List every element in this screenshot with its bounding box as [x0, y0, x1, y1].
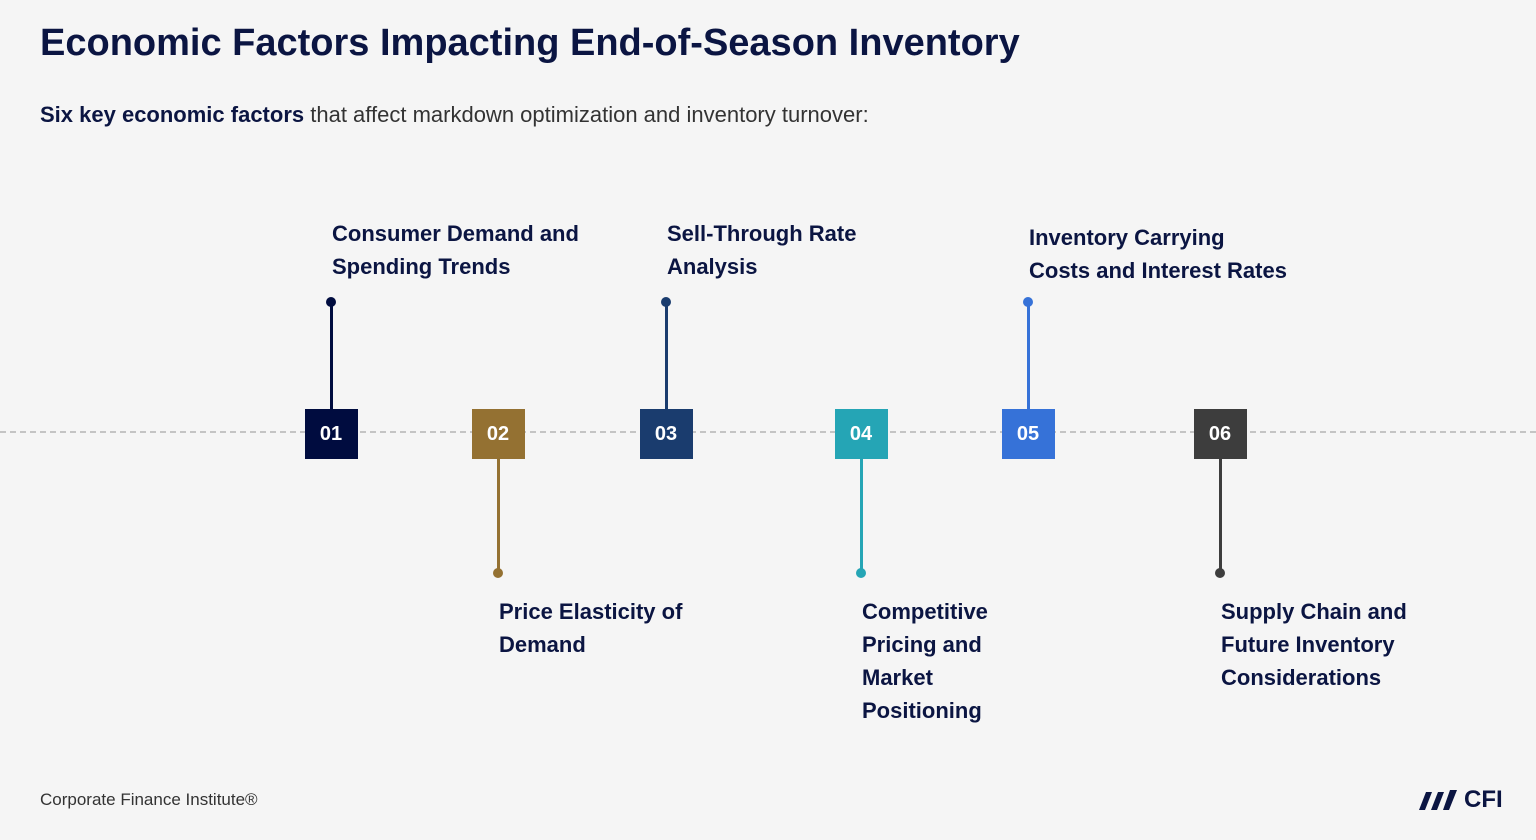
subtitle: Six key economic factors that affect mar… [40, 102, 869, 128]
factor-label: Sell-Through Rate Analysis [667, 221, 857, 279]
connector-line-02 [496, 458, 500, 573]
factor-number-badge: 01 [304, 409, 358, 459]
page-title: Economic Factors Impacting End-of-Season… [40, 22, 1020, 64]
factor-label: Inventory Carrying Costs and Interest Ra… [1029, 225, 1287, 283]
factor-number-badge: 03 [639, 409, 693, 459]
connector-dot-06 [1215, 568, 1225, 578]
connector-dot-04 [856, 568, 866, 578]
cfi-logo: CFI [1418, 786, 1503, 814]
connector-line-01 [329, 302, 333, 409]
connector-dot-05 [1023, 297, 1033, 307]
factor-number-badge: 02 [471, 409, 525, 459]
cfi-logo-text: CFI [1464, 786, 1503, 813]
factor-number-badge: 06 [1193, 409, 1247, 459]
subtitle-rest: that affect markdown optimization and in… [304, 102, 869, 127]
connector-line-04 [859, 458, 863, 573]
connector-line-06 [1218, 458, 1222, 573]
connector-line-05 [1026, 302, 1030, 409]
connector-dot-02 [493, 568, 503, 578]
connector-dot-01 [326, 297, 336, 307]
factor-label: Price Elasticity of Demand [499, 599, 683, 657]
timeline-axis [0, 431, 1536, 433]
cfi-logo-icon [1419, 790, 1457, 810]
factor-label: Supply Chain and Future Inventory Consid… [1221, 599, 1407, 690]
factor-number-badge: 04 [834, 409, 888, 459]
factor-label: Consumer Demand and Spending Trends [332, 221, 579, 279]
factor-label: Competitive Pricing and Market Positioni… [862, 599, 988, 723]
subtitle-bold: Six key economic factors [40, 102, 305, 127]
connector-line-03 [664, 302, 668, 409]
connector-dot-03 [661, 297, 671, 307]
footer-credit: Corporate Finance Institute® [40, 790, 258, 809]
factor-number-badge: 05 [1001, 409, 1055, 459]
